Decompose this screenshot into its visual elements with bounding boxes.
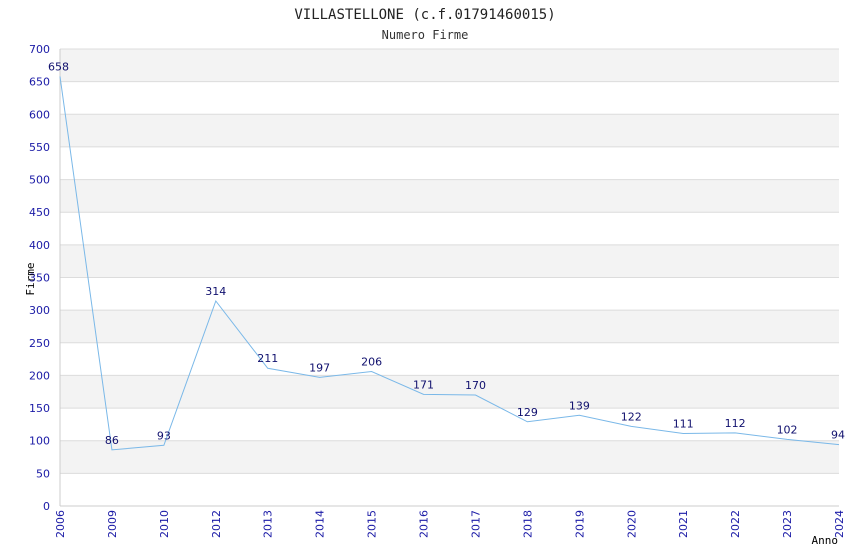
data-label: 211 <box>257 352 278 365</box>
y-tick-label: 450 <box>29 206 50 219</box>
y-tick-label: 500 <box>29 174 50 187</box>
y-axis-title: Firme <box>24 262 37 295</box>
x-tick-labels: 2006 2009 2010 2012 2013 2014 2015 2016 2017 2018… <box>54 510 846 538</box>
grid-band <box>60 244 839 278</box>
grid-band <box>60 408 839 441</box>
y-tick-label: 250 <box>29 337 50 350</box>
grid-band <box>60 310 839 343</box>
grid-band <box>60 114 839 147</box>
grid-band <box>60 440 839 474</box>
grid-band <box>60 342 839 376</box>
grid-band <box>60 146 839 180</box>
x-tick-label: 2021 <box>677 510 690 538</box>
y-tick-label: 150 <box>29 402 50 415</box>
x-tick-label: 2016 <box>418 510 431 538</box>
chart-subtitle: Numero Firme <box>382 28 469 42</box>
y-tick-label: 700 <box>29 43 50 56</box>
y-tick-label: 300 <box>29 304 50 317</box>
data-label: 314 <box>205 285 226 298</box>
grid-band <box>60 277 839 311</box>
data-label: 129 <box>517 406 538 419</box>
data-label: 206 <box>361 356 382 369</box>
data-label: 122 <box>621 410 642 423</box>
y-tick-label: 650 <box>29 76 50 89</box>
grid-band <box>60 473 839 506</box>
x-tick-label: 2024 <box>833 510 846 538</box>
data-label: 86 <box>105 434 119 447</box>
y-tick-label: 100 <box>29 435 50 448</box>
grid-band <box>60 212 839 245</box>
y-tick-labels: 0 50 100 150 200 250 300 350 400 450 500 550 600 650 7… <box>29 43 50 513</box>
x-tick-label: 2023 <box>781 510 794 538</box>
data-label: 112 <box>725 417 746 430</box>
data-label: 658 <box>48 60 69 73</box>
x-tick-label: 2014 <box>314 510 327 538</box>
x-tick-label: 2006 <box>54 510 67 538</box>
y-tick-label: 50 <box>36 467 50 480</box>
y-tick-label: 600 <box>29 108 50 121</box>
x-tick-label: 2019 <box>573 510 586 538</box>
grid-band <box>60 375 839 409</box>
x-tick-label: 2012 <box>210 510 223 538</box>
data-label: 111 <box>673 418 694 431</box>
y-tick-label: 200 <box>29 369 50 382</box>
chart-title: VILLASTELLONE (c.f.01791460015) <box>294 7 555 23</box>
series-line <box>59 76 840 451</box>
grid-band <box>60 81 839 115</box>
x-tick-label: 2013 <box>262 510 275 538</box>
x-tick-label: 2015 <box>366 510 379 538</box>
y-tick-label: 0 <box>43 500 50 513</box>
x-axis-title: Anno <box>812 534 839 547</box>
grid-band <box>60 49 839 82</box>
y-tick-label: 350 <box>29 272 50 285</box>
data-labels: 658 86 93 314 211 197 206 171 170 129 139 122 111 112… <box>48 60 845 446</box>
x-tick-label: 2020 <box>625 510 638 538</box>
grid-lines <box>60 48 839 507</box>
x-tick-label: 2017 <box>469 510 482 538</box>
grid-band <box>60 179 839 213</box>
data-label: 171 <box>413 378 434 391</box>
x-tick-label: 2010 <box>158 510 171 538</box>
data-label: 197 <box>309 361 330 374</box>
y-tick-label: 550 <box>29 141 50 154</box>
data-label: 102 <box>777 423 798 436</box>
data-label: 170 <box>465 379 486 392</box>
data-label: 139 <box>569 399 590 412</box>
grid-bands <box>60 49 839 506</box>
x-tick-label: 2009 <box>106 510 119 538</box>
data-label: 94 <box>831 429 845 442</box>
y-tick-label: 400 <box>29 239 50 252</box>
x-tick-label: 2018 <box>521 510 534 538</box>
data-label: 93 <box>157 429 171 442</box>
x-tick-label: 2022 <box>729 510 742 538</box>
